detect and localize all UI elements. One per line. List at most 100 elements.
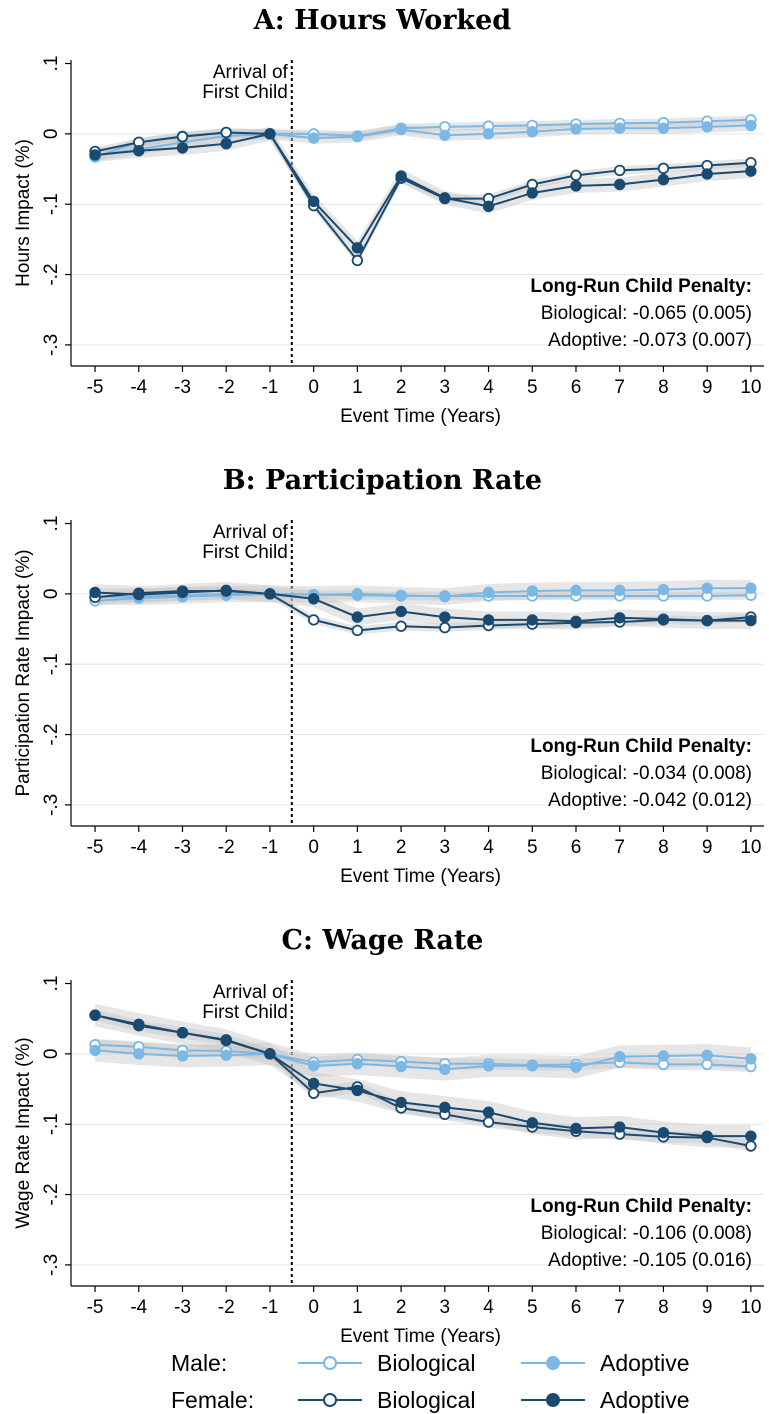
data-point — [351, 1058, 364, 1070]
data-point — [482, 1106, 495, 1118]
data-point — [570, 123, 582, 135]
legend-marker — [323, 1393, 337, 1407]
x-tick-label: 3 — [440, 1297, 451, 1318]
data-point — [745, 582, 757, 594]
series-line — [94, 124, 751, 157]
x-tick-label: 8 — [658, 377, 669, 398]
data-point — [439, 621, 451, 634]
x-tick-label: 10 — [740, 1297, 761, 1318]
ci-band — [95, 128, 751, 265]
ci-band — [95, 1009, 751, 1152]
x-tick-label: 2 — [396, 377, 407, 398]
data-point — [220, 126, 232, 139]
data-point — [395, 123, 407, 136]
x-tick-label: 4 — [483, 837, 494, 858]
data-point — [89, 1044, 101, 1057]
data-point — [220, 138, 232, 150]
data-point — [133, 1018, 145, 1031]
x-tick-label: 4 — [483, 1297, 494, 1318]
x-tick-label: 8 — [658, 1297, 669, 1318]
legend-row-label: Female: — [171, 1387, 254, 1413]
x-tick-label: 7 — [614, 837, 625, 858]
penalty-adoptive: Adoptive: -0.073 (0.007) — [548, 330, 752, 351]
x-tick-label: -1 — [261, 377, 278, 398]
data-point — [657, 173, 670, 186]
x-tick-label: -5 — [87, 837, 104, 858]
penalty-biological: Biological: -0.034 (0.008) — [541, 763, 752, 784]
data-point — [220, 584, 232, 597]
data-point — [351, 130, 364, 143]
data-point — [657, 122, 670, 134]
series-line — [94, 132, 751, 250]
x-tick-label: 1 — [352, 1297, 363, 1318]
x-tick-label: 1 — [352, 377, 363, 398]
data-point — [307, 1077, 320, 1090]
x-axis-label: Event Time (Years) — [340, 406, 501, 427]
data-point — [614, 612, 626, 624]
data-point — [264, 588, 276, 600]
data-point — [439, 1101, 451, 1114]
data-point — [526, 126, 538, 138]
data-point — [657, 583, 670, 596]
x-tick-label: 5 — [527, 837, 538, 858]
data-point — [482, 128, 495, 140]
data-point — [745, 165, 757, 177]
y-tick-label: 0 — [41, 589, 62, 600]
data-point — [701, 582, 713, 594]
penalty-adoptive: Adoptive: -0.042 (0.012) — [548, 790, 752, 811]
y-tick-label: .1 — [41, 976, 62, 992]
data-point — [89, 586, 101, 599]
data-point — [482, 1116, 495, 1128]
data-point — [701, 121, 713, 133]
data-point — [482, 614, 495, 626]
data-point — [570, 615, 582, 627]
data-point — [701, 1058, 713, 1071]
data-point — [220, 1049, 232, 1061]
data-point — [351, 242, 364, 254]
data-point — [133, 1048, 145, 1060]
data-point — [89, 149, 101, 161]
x-tick-label: -2 — [218, 1297, 235, 1318]
y-tick-label: -.2 — [41, 263, 62, 285]
data-point — [351, 1084, 364, 1097]
y-axis-label: Participation Rate Impact (%) — [13, 549, 34, 796]
x-tick-label: -3 — [174, 1297, 191, 1318]
x-tick-label: 6 — [571, 377, 582, 398]
x-tick-label: -4 — [130, 377, 147, 398]
data-point — [439, 611, 451, 623]
y-tick-label: -.1 — [41, 1113, 62, 1135]
data-point — [482, 200, 495, 213]
data-point — [614, 584, 626, 597]
event-label-line2: First Child — [202, 82, 288, 103]
data-point — [657, 1126, 670, 1139]
data-point — [439, 590, 451, 603]
chart-title: A: Hours Worked — [253, 5, 512, 36]
x-tick-label: 0 — [308, 377, 319, 398]
data-point — [657, 162, 670, 175]
data-point — [133, 145, 145, 157]
ci-band — [95, 126, 751, 255]
panel-2: B: Participation Rate .1 0 -.1 -.2 -.3 Partici… — [13, 465, 764, 887]
legend-marker — [323, 1356, 337, 1370]
penalty-biological: Biological: -0.106 (0.008) — [541, 1223, 752, 1244]
ci-band — [95, 1003, 751, 1148]
panel-3: C: Wage Rate .1 0 -.1 -.2 -.3 Wage Rate Impact… — [13, 925, 764, 1347]
legend-item-label: Biological — [377, 1350, 475, 1376]
data-point — [395, 1096, 407, 1109]
data-point — [351, 611, 364, 623]
penalty-title: Long-Run Child Penalty: — [530, 276, 752, 297]
data-point — [570, 584, 582, 597]
x-tick-label: -3 — [174, 377, 191, 398]
x-tick-label: 2 — [396, 837, 407, 858]
panel-1: A: Hours Worked .1 0 -.1 -.2 -.3 Hours Impact … — [13, 5, 764, 427]
data-point — [351, 624, 364, 637]
data-point — [745, 1130, 757, 1142]
data-point — [570, 169, 582, 182]
data-point — [614, 178, 626, 191]
x-tick-label: -1 — [261, 1297, 278, 1318]
chart-title: B: Participation Rate — [223, 465, 542, 496]
x-tick-label: 10 — [740, 377, 761, 398]
x-tick-label: -3 — [174, 837, 191, 858]
data-point — [395, 620, 407, 632]
